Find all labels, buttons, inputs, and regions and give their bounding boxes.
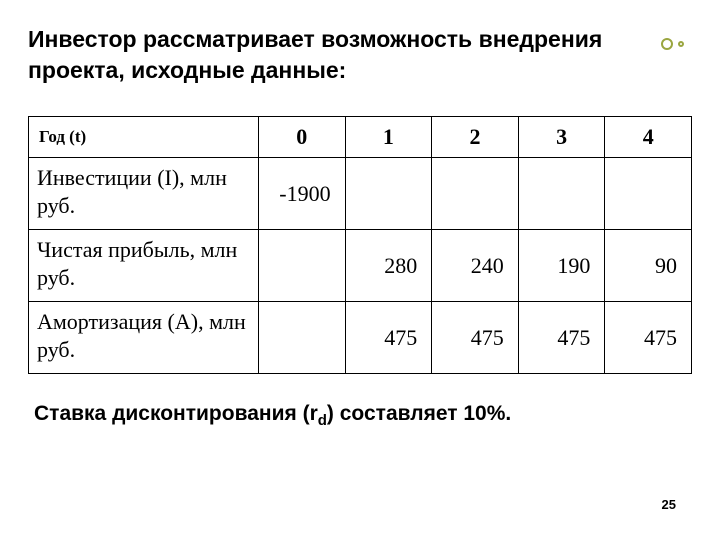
- col-year-0: 0: [259, 117, 346, 158]
- table-row: Амортизация (А), млн руб. 475 475 475 47…: [29, 302, 692, 374]
- row-label: Чистая прибыль, млн руб.: [29, 230, 259, 302]
- cell: 240: [432, 230, 519, 302]
- col-year-4: 4: [605, 117, 692, 158]
- cell: [432, 158, 519, 230]
- row-label: Инвестиции (I), млн руб.: [29, 158, 259, 230]
- cell: 475: [605, 302, 692, 374]
- page-number: 25: [662, 497, 676, 512]
- table-row: Чистая прибыль, млн руб. 280 240 190 90: [29, 230, 692, 302]
- col-year-1: 1: [345, 117, 432, 158]
- cell: -1900: [259, 158, 346, 230]
- footnote-prefix: Ставка дисконтирования (r: [34, 402, 318, 425]
- cell: 280: [345, 230, 432, 302]
- header-label: Год (t): [29, 117, 259, 158]
- table-header-row: Год (t) 0 1 2 3 4: [29, 117, 692, 158]
- row-label: Амортизация (А), млн руб.: [29, 302, 259, 374]
- cell: 475: [345, 302, 432, 374]
- cell: [259, 302, 346, 374]
- cell: 475: [518, 302, 605, 374]
- cell: [605, 158, 692, 230]
- cell: [345, 158, 432, 230]
- slide-title: Инвестор рассматривает возможность внедр…: [28, 24, 692, 86]
- cell: 90: [605, 230, 692, 302]
- cell: [518, 158, 605, 230]
- slide-bullet-decoration: [661, 38, 684, 50]
- cell: 190: [518, 230, 605, 302]
- cell: 475: [432, 302, 519, 374]
- footnote-suffix: ) составляет 10%.: [327, 402, 511, 425]
- cell: [259, 230, 346, 302]
- footnote-subscript: d: [318, 412, 327, 429]
- col-year-3: 3: [518, 117, 605, 158]
- data-table: Год (t) 0 1 2 3 4 Инвестиции (I), млн ру…: [28, 116, 692, 374]
- col-year-2: 2: [432, 117, 519, 158]
- discount-rate-note: Ставка дисконтирования (rd) составляет 1…: [28, 402, 692, 429]
- table-row: Инвестиции (I), млн руб. -1900: [29, 158, 692, 230]
